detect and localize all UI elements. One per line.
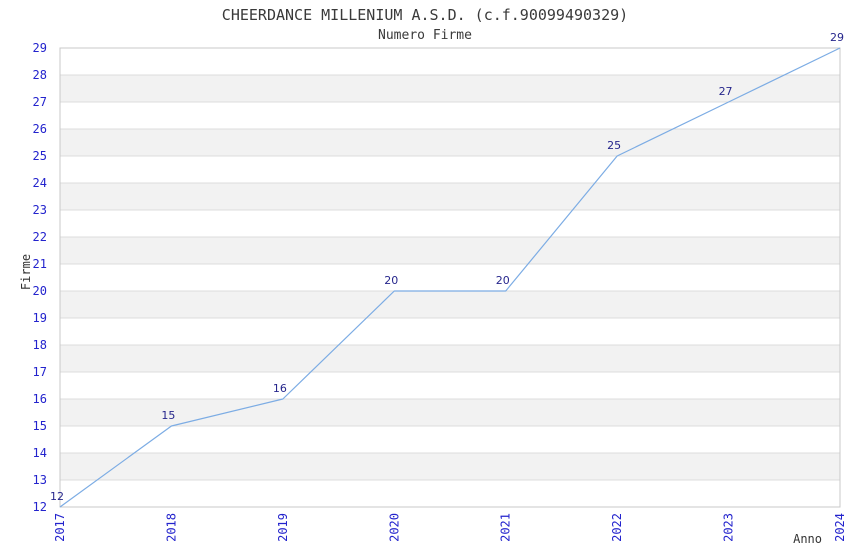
chart-subtitle: Numero Firme (378, 28, 472, 43)
grid-band (60, 237, 840, 264)
x-tick-label: 2018 (164, 513, 178, 542)
data-point-label: 15 (161, 409, 175, 422)
x-tick-label: 2023 (722, 513, 736, 542)
y-tick-label: 24 (33, 176, 47, 190)
y-tick-label: 27 (33, 95, 47, 109)
data-point-label: 16 (273, 382, 287, 395)
y-tick-label: 18 (33, 338, 47, 352)
x-tick-label: 2020 (387, 513, 401, 542)
y-tick-label: 15 (33, 419, 47, 433)
grid-band (60, 345, 840, 372)
grid-band (60, 102, 840, 129)
x-tick-label: 2021 (499, 513, 513, 542)
y-tick-label: 29 (33, 41, 47, 55)
grid-band (60, 48, 840, 75)
grid-band (60, 156, 840, 183)
chart-title: CHEERDANCE MILLENIUM A.S.D. (c.f.9009949… (221, 6, 629, 24)
data-line (59, 47, 841, 508)
x-tick-label: 2019 (276, 513, 290, 542)
y-tick-label: 13 (33, 473, 47, 487)
x-tick-label: 2017 (53, 513, 67, 542)
grid-band (60, 399, 840, 426)
grid-band (60, 129, 840, 156)
y-tick-label: 20 (33, 284, 47, 298)
grid-band (60, 318, 840, 345)
grid-band (60, 426, 840, 453)
grid-band (60, 264, 840, 291)
y-tick-label: 26 (33, 122, 47, 136)
data-point-label: 27 (719, 85, 733, 98)
grid-band (60, 453, 840, 480)
y-tick-label: 23 (33, 203, 47, 217)
data-point-label: 20 (384, 274, 398, 287)
data-point-label: 20 (496, 274, 510, 287)
y-tick-label: 17 (33, 365, 47, 379)
plot-frame (59, 47, 841, 508)
y-tick-label: 19 (33, 311, 47, 325)
x-tick-label: 2024 (833, 513, 847, 542)
grid-band (60, 480, 840, 507)
grid-band (60, 291, 840, 318)
y-axis-title: Firme (19, 253, 33, 291)
y-tick-label: 25 (33, 149, 47, 163)
y-tick-label: 21 (33, 257, 47, 271)
x-axis-title: Anno (793, 532, 822, 546)
x-tick-label: 2022 (610, 513, 624, 542)
data-point-label: 25 (607, 139, 621, 152)
y-tick-label: 12 (33, 500, 47, 514)
grid-band (60, 210, 840, 237)
data-point-label: 29 (830, 31, 844, 44)
grid-band (60, 183, 840, 210)
y-tick-label: 22 (33, 230, 47, 244)
y-tick-label: 14 (33, 446, 47, 460)
y-tick-label: 16 (33, 392, 47, 406)
data-point-label: 12 (50, 490, 64, 503)
grid-band (60, 372, 840, 399)
y-tick-label: 28 (33, 68, 47, 82)
grid-band (60, 75, 840, 102)
